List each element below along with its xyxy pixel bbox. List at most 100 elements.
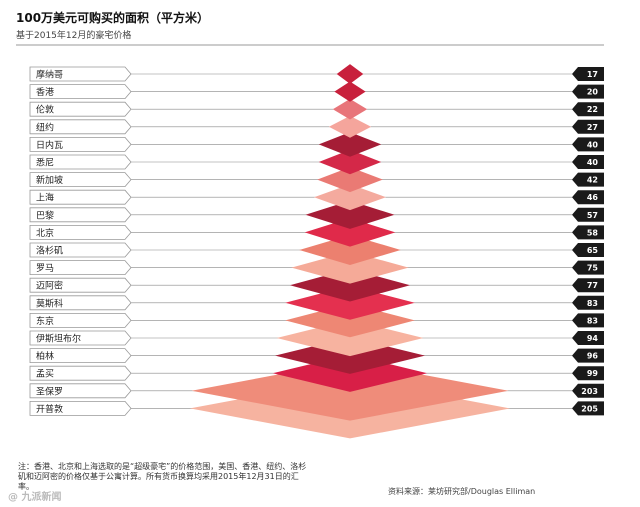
value-tag xyxy=(572,243,604,257)
value-tag xyxy=(572,225,604,240)
value-label: 99 xyxy=(587,369,599,378)
city-label-tag xyxy=(29,136,132,152)
pyramid-diamond xyxy=(318,149,382,175)
pyramid-diamond xyxy=(291,251,409,284)
chart-title: 100万美元可购买的面积（平方米） xyxy=(16,11,210,25)
value-label: 22 xyxy=(587,105,598,114)
value-label: 205 xyxy=(581,404,598,413)
value-label: 46 xyxy=(587,193,599,202)
pyramid-diamond xyxy=(334,81,366,102)
chart-subtitle: 基于2015年12月的豪宅价格 xyxy=(16,31,132,41)
city-label: 纽约 xyxy=(36,121,54,133)
value-tag xyxy=(572,155,604,169)
value-tag xyxy=(572,331,604,345)
city-label: 东京 xyxy=(36,315,54,327)
pyramid-diamond xyxy=(289,268,411,302)
value-label: 27 xyxy=(587,123,598,132)
city-label-tag xyxy=(29,189,132,205)
value-label: 42 xyxy=(587,176,598,185)
footnote: 注：香港、北京和上海选取的是“超级豪宅”的价格范围，美国、香港、纽约、洛杉矶和迈… xyxy=(18,462,307,491)
pyramid-diamond xyxy=(318,132,382,157)
value-tag xyxy=(572,190,604,205)
city-label: 香港 xyxy=(36,86,54,98)
city-label: 上海 xyxy=(36,192,54,204)
value-tag xyxy=(572,295,604,310)
city-label: 迈阿密 xyxy=(36,280,63,292)
value-tag xyxy=(572,84,604,99)
city-label: 莫斯科 xyxy=(36,297,63,309)
value-labels: 17 20 22 27 40 40 42 46 57 58 65 75 77 83 83 94 96 99 203 2… xyxy=(572,67,604,416)
pyramid-diamond xyxy=(328,115,372,138)
city-label-tag xyxy=(29,277,132,293)
value-tag xyxy=(572,137,604,152)
city-label-tag xyxy=(29,66,132,82)
value-tag xyxy=(572,67,604,81)
city-label: 圣保罗 xyxy=(36,385,63,397)
chart-rows: 摩纳哥香港伦敦纽约日内瓦悉尼新加坡上海巴黎北京洛杉矶罗马迈阿密莫斯科东京伊斯坦布… xyxy=(29,66,572,416)
pyramid-diamond xyxy=(305,200,395,229)
city-label-tag xyxy=(29,400,132,416)
city-label-tag xyxy=(29,207,132,223)
pyramid-diamond xyxy=(317,167,383,193)
pyramid-diamond xyxy=(285,285,415,320)
value-label: 203 xyxy=(581,387,598,396)
pyramid-diamond xyxy=(276,319,424,357)
value-label: 94 xyxy=(587,334,599,343)
city-label: 日内瓦 xyxy=(36,139,63,151)
value-tag xyxy=(572,383,604,398)
pyramid-diamond xyxy=(304,218,396,247)
value-label: 83 xyxy=(587,299,598,308)
value-tag xyxy=(572,278,604,293)
city-label-tag xyxy=(29,84,132,99)
value-label: 75 xyxy=(587,264,599,273)
city-label-tag xyxy=(29,365,132,381)
city-label-tag xyxy=(29,119,132,135)
city-label: 新加坡 xyxy=(36,174,63,186)
city-label-tag xyxy=(29,312,132,328)
chart-shapes xyxy=(190,64,510,439)
value-tag xyxy=(572,348,604,363)
value-tag xyxy=(572,313,604,328)
value-label: 58 xyxy=(587,228,599,237)
city-label: 伦敦 xyxy=(36,104,54,116)
city-label-tag xyxy=(29,172,132,188)
city-label: 洛杉矶 xyxy=(36,245,63,257)
city-label-tag xyxy=(29,348,132,364)
value-tag xyxy=(572,172,604,187)
pyramid-diamond xyxy=(299,235,401,265)
value-tag xyxy=(572,260,604,275)
city-label-tag xyxy=(29,295,132,311)
pyramid-diamond xyxy=(332,98,368,120)
value-label: 57 xyxy=(587,211,598,220)
city-label: 开普敦 xyxy=(36,403,63,415)
value-tag xyxy=(572,401,604,416)
city-label: 孟买 xyxy=(36,369,54,380)
pyramid-diamond xyxy=(285,303,415,338)
value-tag xyxy=(572,102,604,117)
city-label-tag xyxy=(29,154,132,170)
value-label: 83 xyxy=(587,316,598,325)
city-label: 伊斯坦布尔 xyxy=(36,333,81,345)
city-label-tag xyxy=(29,242,132,258)
watermark-logo: @ 九派新闻 xyxy=(8,492,62,503)
value-tag xyxy=(572,366,604,381)
pyramid-diamond xyxy=(314,184,386,211)
city-label: 摩纳哥 xyxy=(36,69,63,81)
value-label: 96 xyxy=(587,352,599,361)
city-label-tag xyxy=(29,101,132,117)
city-label: 柏林 xyxy=(36,350,54,362)
value-label: 77 xyxy=(587,281,598,290)
city-label: 悉尼 xyxy=(36,157,54,169)
city-label-tag xyxy=(29,224,132,240)
city-label: 罗马 xyxy=(36,263,54,274)
value-label: 40 xyxy=(587,140,599,149)
value-label: 20 xyxy=(587,88,599,97)
value-label: 65 xyxy=(587,246,599,255)
source-text: 资料来源：莱坊研究部/Douglas Elliman xyxy=(388,487,536,496)
city-label-tag xyxy=(29,330,132,346)
value-tag xyxy=(572,119,604,134)
pyramid-diamond xyxy=(336,64,364,84)
value-label: 17 xyxy=(587,70,598,79)
city-label-tag xyxy=(29,260,132,276)
